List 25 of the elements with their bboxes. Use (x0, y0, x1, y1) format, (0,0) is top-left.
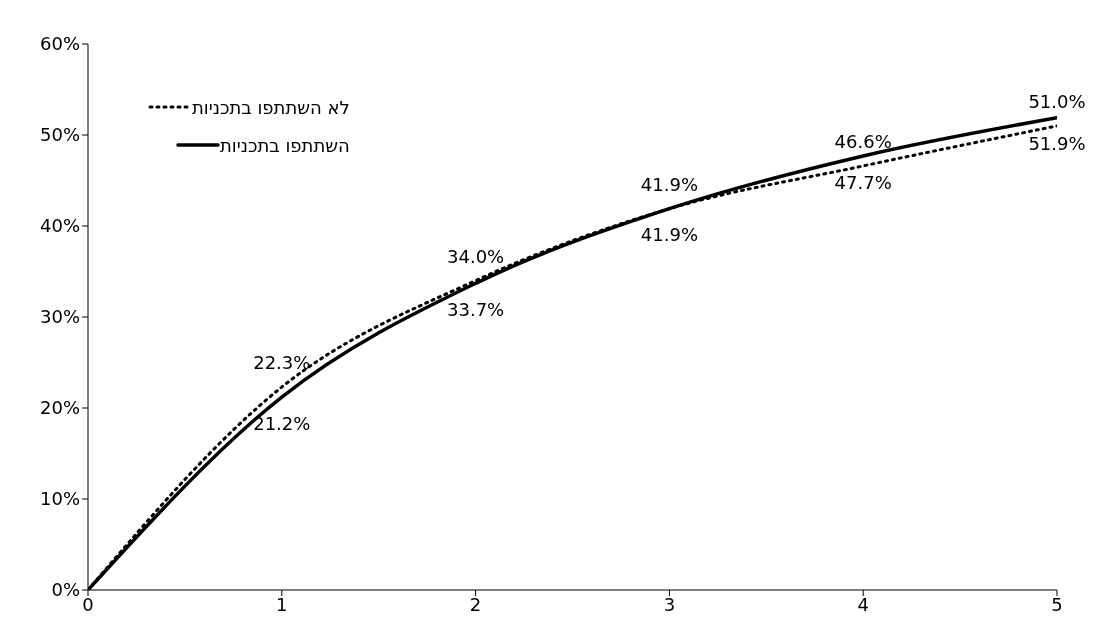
x-tick-label: 5 (1051, 593, 1063, 615)
data-label: 21.2% (253, 412, 311, 434)
data-label: 22.3% (253, 352, 311, 374)
data-label: 41.9% (640, 224, 698, 246)
data-label: 51.9% (1028, 133, 1086, 155)
y-tick-label: 0% (51, 579, 80, 601)
x-tick-label: 3 (663, 593, 676, 615)
y-tick-label: 30% (39, 306, 80, 328)
x-tick-label: 0 (82, 593, 94, 615)
data-label: 41.9% (640, 173, 698, 195)
x-tick-label: 2 (469, 593, 482, 615)
data-label: 51.0% (1028, 90, 1086, 112)
x-tick-label: 4 (857, 593, 869, 615)
legend-label: השתתפו בתכניות (219, 134, 350, 156)
data-label: 47.7% (834, 171, 892, 193)
legend-label: לא השתתפו בתכניות (192, 96, 350, 118)
y-tick-label: 20% (39, 397, 80, 419)
y-tick-label: 60% (39, 33, 80, 55)
data-label: 33.7% (447, 299, 505, 321)
y-tick-label: 40% (39, 215, 80, 237)
data-label: 34.0% (447, 245, 505, 267)
y-tick-label: 10% (39, 488, 80, 510)
x-tick-label: 1 (276, 593, 288, 615)
data-label: 46.6% (834, 130, 892, 152)
y-tick-label: 50% (39, 124, 80, 146)
